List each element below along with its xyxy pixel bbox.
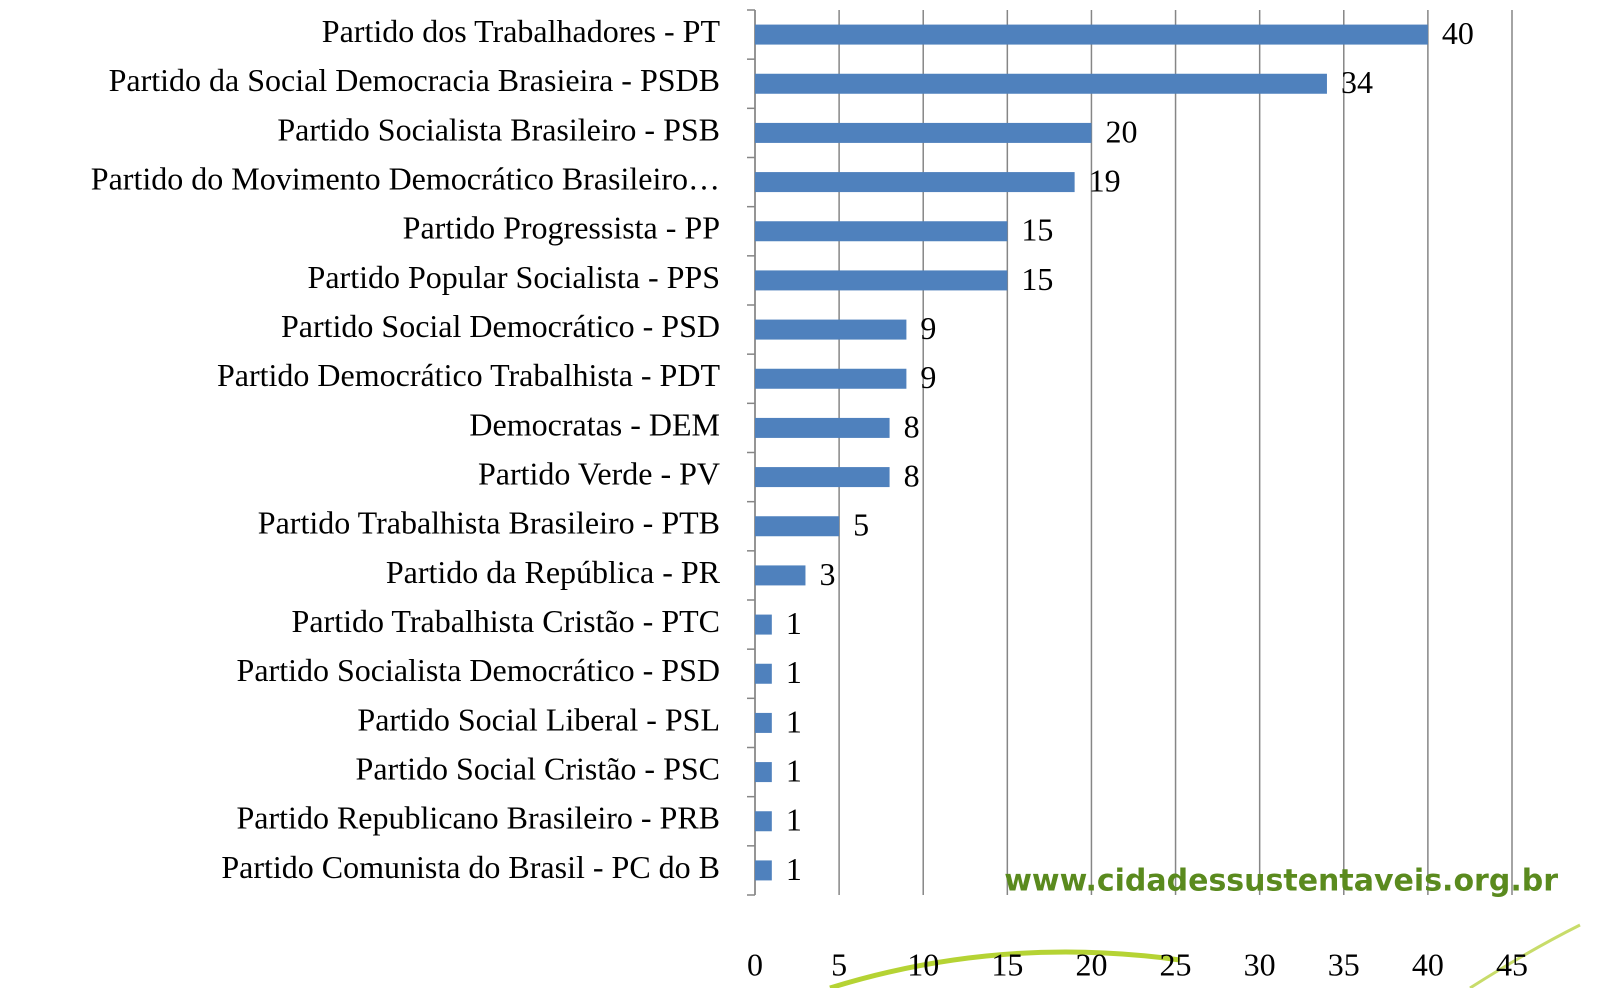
value-label: 1 bbox=[786, 605, 802, 641]
value-label: 40 bbox=[1442, 15, 1474, 51]
y-tick-label: Partido da República - PR bbox=[386, 554, 721, 590]
value-label: 1 bbox=[786, 654, 802, 690]
y-tick-label: Partido Social Liberal - PSL bbox=[357, 701, 720, 737]
y-tick-label: Partido Republicano Brasileiro - PRB bbox=[237, 800, 721, 836]
swoosh bbox=[829, 949, 1181, 988]
bar bbox=[755, 712, 772, 733]
bar bbox=[755, 565, 806, 586]
x-tick-label: 15 bbox=[991, 946, 1023, 982]
value-label: 19 bbox=[1089, 162, 1121, 198]
y-tick-label: Partido Comunista do Brasil - PC do B bbox=[221, 849, 720, 885]
value-label: 15 bbox=[1021, 212, 1053, 248]
y-tick-label: Partido Popular Socialista - PPS bbox=[308, 259, 720, 295]
x-tick-label: 45 bbox=[1496, 946, 1528, 982]
swoosh bbox=[1469, 923, 1581, 988]
value-label: 8 bbox=[904, 408, 920, 444]
value-label: 8 bbox=[904, 457, 920, 493]
y-tick-label: Partido Socialista Brasileiro - PSB bbox=[277, 111, 720, 147]
x-tick-label: 30 bbox=[1244, 946, 1276, 982]
value-label: 20 bbox=[1105, 113, 1137, 149]
value-label: 1 bbox=[786, 703, 802, 739]
y-tick-label: Partido Democrático Trabalhista - PDT bbox=[217, 357, 720, 393]
y-tick-label: Partido Trabalhista Cristão - PTC bbox=[292, 603, 720, 639]
value-label: 3 bbox=[819, 556, 835, 592]
bar bbox=[755, 663, 772, 684]
value-label: 1 bbox=[786, 851, 802, 887]
value-label: 1 bbox=[786, 752, 802, 788]
bar bbox=[755, 319, 907, 340]
value-label: 9 bbox=[920, 359, 936, 395]
x-tick-label: 35 bbox=[1328, 946, 1360, 982]
y-tick-label: Partido Social Democrático - PSD bbox=[281, 308, 720, 344]
y-tick-label: Partido Trabalhista Brasileiro - PTB bbox=[258, 505, 720, 541]
bar bbox=[755, 122, 1092, 143]
value-label: 9 bbox=[920, 310, 936, 346]
y-tick-label: Partido dos Trabalhadores - PT bbox=[322, 13, 721, 49]
value-label: 5 bbox=[853, 507, 869, 543]
bar bbox=[755, 73, 1327, 94]
bar bbox=[755, 417, 890, 438]
watermark: www.cidadessustentaveis.org.br bbox=[1004, 864, 1558, 899]
y-tick-label: Partido do Movimento Democrático Brasile… bbox=[91, 160, 720, 196]
bar bbox=[755, 614, 772, 635]
bar bbox=[755, 516, 840, 537]
x-tick-label: 0 bbox=[747, 946, 763, 982]
bar bbox=[755, 172, 1075, 193]
x-tick-label: 25 bbox=[1160, 946, 1192, 982]
y-tick-label: Partido Progressista - PP bbox=[403, 210, 720, 246]
value-label: 1 bbox=[786, 802, 802, 838]
y-tick-label: Partido Socialista Democrático - PSD bbox=[237, 652, 720, 688]
bar bbox=[755, 368, 907, 389]
bar bbox=[755, 221, 1008, 242]
y-tick-label: Democratas - DEM bbox=[469, 406, 720, 442]
bar bbox=[755, 860, 772, 881]
y-tick-label: Partido Social Cristão - PSC bbox=[356, 750, 720, 786]
x-tick-label: 10 bbox=[907, 946, 939, 982]
bar bbox=[755, 467, 890, 488]
value-label: 15 bbox=[1021, 261, 1053, 297]
x-tick-label: 40 bbox=[1412, 946, 1444, 982]
bar bbox=[755, 24, 1428, 45]
y-tick-label: Partido Verde - PV bbox=[478, 455, 720, 491]
x-tick-label: 20 bbox=[1075, 946, 1107, 982]
value-label: 34 bbox=[1341, 64, 1373, 100]
bar bbox=[755, 811, 772, 832]
y-tick-label: Partido da Social Democracia Brasieira -… bbox=[109, 62, 720, 98]
x-tick-label: 5 bbox=[831, 946, 847, 982]
bar bbox=[755, 762, 772, 783]
bar bbox=[755, 270, 1008, 291]
